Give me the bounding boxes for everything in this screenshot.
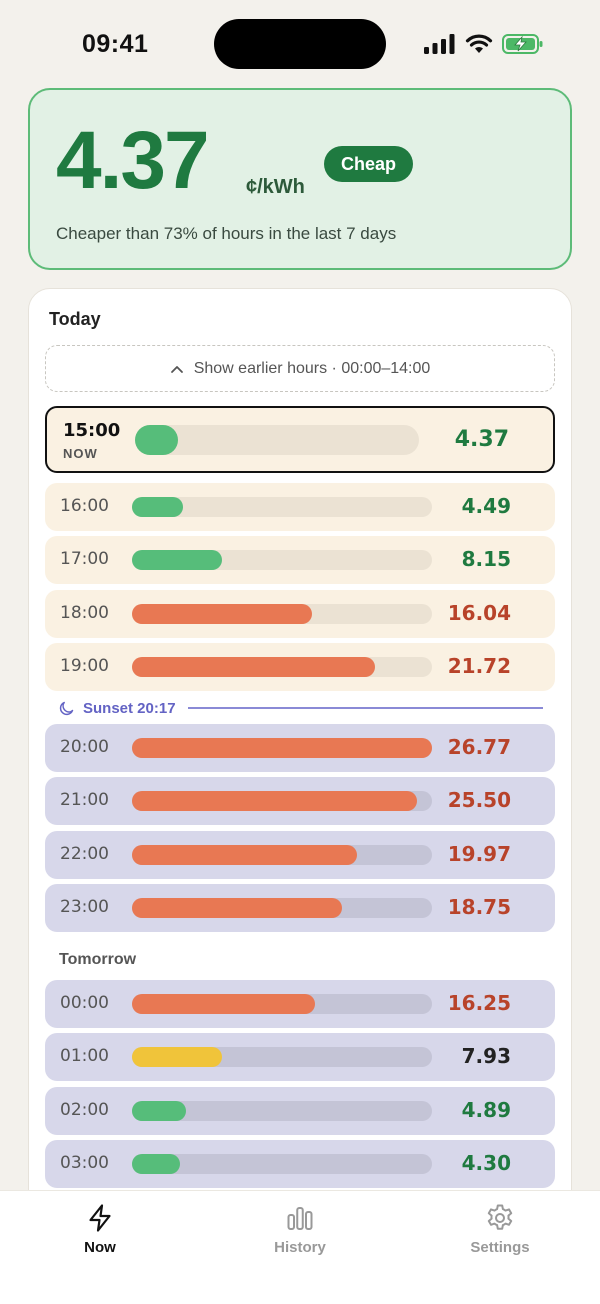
hour-time: 00:00 xyxy=(60,993,109,1013)
hour-price: 19.97 xyxy=(447,841,511,866)
price-bar-fill xyxy=(132,656,375,677)
status-bar: 09:41 xyxy=(0,0,600,88)
wifi-icon xyxy=(465,34,493,53)
hour-time: 22:00 xyxy=(60,843,109,864)
sunset-label: Sunset 20:17 xyxy=(83,699,176,717)
battery-charging-icon xyxy=(502,34,543,54)
hour-time: 20:00 xyxy=(60,737,109,757)
moon-icon xyxy=(59,701,74,716)
cellular-signal-icon xyxy=(424,34,455,54)
price-bar-fill xyxy=(132,994,315,1014)
price-bar-fill xyxy=(132,738,432,758)
price-bar-track xyxy=(135,425,419,455)
price-bar-track xyxy=(132,656,432,677)
hour-time: 16:00 xyxy=(60,496,109,516)
hour-row[interactable]: 20:00 26.77 xyxy=(45,724,555,772)
price-bar-track xyxy=(132,844,432,865)
dynamic-island xyxy=(214,19,386,69)
show-earlier-hours-button[interactable]: Show earlier hours · 00:00–14:00 xyxy=(45,345,555,392)
tab-now-label: Now xyxy=(84,1239,116,1256)
price-bar-track xyxy=(132,738,432,758)
price-bar-fill xyxy=(132,791,417,812)
price-bar-track xyxy=(132,791,432,812)
hour-price: 7.93 xyxy=(461,1044,511,1069)
today-section-title: Today xyxy=(49,309,101,329)
price-comparison-note: Cheaper than 73% of hours in the last 7 … xyxy=(56,224,397,243)
hour-time: 17:00 xyxy=(60,549,109,570)
hour-time: 23:00 xyxy=(60,896,109,917)
tab-history[interactable]: History xyxy=(240,1203,360,1256)
gear-icon xyxy=(487,1204,513,1230)
hour-price: 25.50 xyxy=(447,788,511,813)
price-bar-fill xyxy=(132,897,342,918)
hour-row[interactable]: 01:00 7.93 xyxy=(45,1033,555,1082)
price-unit: ¢/kWh xyxy=(246,176,305,198)
bolt-icon xyxy=(89,1204,111,1232)
status-time: 09:41 xyxy=(82,30,149,58)
price-bar-track xyxy=(132,897,432,918)
current-price-value: 4.37 xyxy=(56,115,210,206)
hour-row[interactable]: 16:00 4.49 xyxy=(45,483,555,531)
current-hour-row[interactable]: 15:00 NOW 4.37 xyxy=(45,406,555,473)
sunset-line xyxy=(187,707,543,709)
price-bar-fill xyxy=(132,1047,222,1068)
price-bar-fill xyxy=(132,603,312,624)
price-bar-track xyxy=(132,1100,432,1121)
hourly-price-list[interactable]: Today Show earlier hours · 00:00–14:00 1… xyxy=(28,288,572,1248)
price-bar-fill xyxy=(132,550,222,571)
price-bar-track xyxy=(132,550,432,571)
hour-price: 21.72 xyxy=(447,653,511,678)
hour-row[interactable]: 00:00 16.25 xyxy=(45,980,555,1028)
hour-time: 18:00 xyxy=(60,602,109,623)
current-price-card: 4.37 ¢/kWh Cheap Cheaper than 73% of hou… xyxy=(28,88,572,270)
tab-settings[interactable]: Settings xyxy=(440,1203,560,1256)
price-bar-fill xyxy=(132,1153,180,1174)
hour-time: 03:00 xyxy=(60,1152,109,1173)
hour-time: 01:00 xyxy=(60,1046,109,1067)
show-earlier-hours-label: Show earlier hours · 00:00–14:00 xyxy=(193,359,431,377)
price-bar-track xyxy=(132,1047,432,1068)
hour-price: 16.04 xyxy=(447,600,511,625)
price-bar-fill xyxy=(132,844,357,865)
hour-price: 8.15 xyxy=(461,547,511,572)
hour-time: 19:00 xyxy=(60,655,109,676)
hour-time: 21:00 xyxy=(60,790,109,811)
hour-price: 4.89 xyxy=(461,1097,511,1122)
hour-row[interactable]: 19:00 21.72 xyxy=(45,642,555,691)
sunset-divider: Sunset 20:17 xyxy=(59,697,543,719)
hour-time: 02:00 xyxy=(60,1099,109,1120)
hour-price: 16.25 xyxy=(447,991,511,1015)
hour-row[interactable]: 17:00 8.15 xyxy=(45,536,555,585)
hour-price: 18.75 xyxy=(447,894,511,919)
price-bar-track xyxy=(132,497,432,517)
price-bar-track xyxy=(132,1153,432,1174)
hour-price: 26.77 xyxy=(447,735,511,759)
now-label: NOW xyxy=(63,446,98,461)
price-bar-fill xyxy=(132,1100,186,1121)
hour-row[interactable]: 02:00 4.89 xyxy=(45,1086,555,1135)
tab-history-label: History xyxy=(274,1239,326,1256)
hour-row[interactable]: 21:00 25.50 xyxy=(45,777,555,826)
status-icons xyxy=(424,32,544,56)
hour-row[interactable]: 03:00 4.30 xyxy=(45,1139,555,1188)
price-bar-track xyxy=(132,994,432,1014)
chevron-up-icon xyxy=(170,365,183,373)
price-bar-track xyxy=(132,603,432,624)
current-hour-time: 15:00 xyxy=(63,420,121,441)
tab-now[interactable]: Now xyxy=(40,1203,160,1256)
bottom-tab-bar: Now History Settings xyxy=(0,1190,600,1304)
hour-row[interactable]: 18:00 16.04 xyxy=(45,589,555,638)
current-hour-price: 4.37 xyxy=(454,427,509,452)
price-bar-fill xyxy=(132,497,183,517)
hour-price: 4.49 xyxy=(461,494,511,518)
tomorrow-section-title: Tomorrow xyxy=(59,951,137,968)
hour-row[interactable]: 23:00 18.75 xyxy=(45,883,555,932)
price-bar-fill xyxy=(135,425,178,455)
bar-chart-icon xyxy=(287,1207,313,1230)
hour-row[interactable]: 22:00 19.97 xyxy=(45,830,555,879)
price-status-badge: Cheap xyxy=(324,146,414,182)
hour-price: 4.30 xyxy=(461,1150,511,1175)
tab-settings-label: Settings xyxy=(470,1239,530,1256)
